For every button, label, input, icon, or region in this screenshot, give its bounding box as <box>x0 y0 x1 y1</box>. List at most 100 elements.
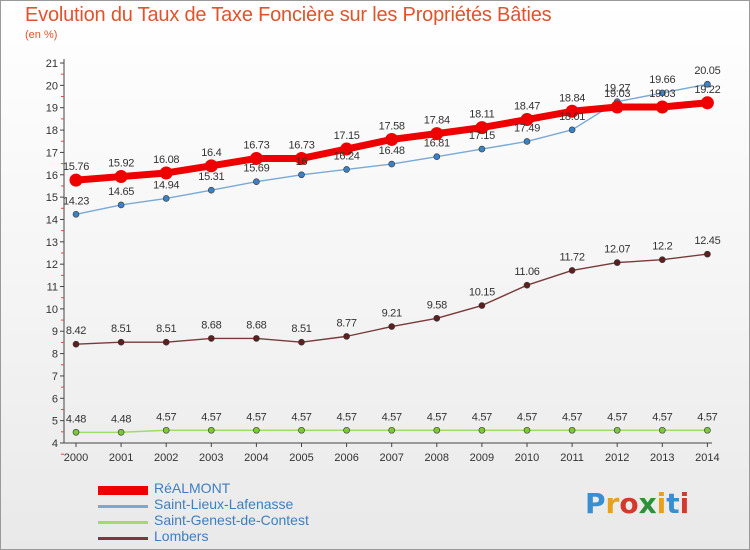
y-tick-label: 18 <box>46 125 58 137</box>
data-point-saint-lieux-lafenasse <box>704 80 711 88</box>
logo-letter: i <box>656 487 667 520</box>
data-label-saint-genest-de-contest: 4.57 <box>291 411 311 423</box>
y-tick-label: 15 <box>46 192 58 204</box>
logo-letter: x <box>638 487 657 520</box>
data-point-lombers <box>117 338 125 346</box>
y-tick-label: 16 <box>46 170 58 182</box>
data-label-saint-genest-de-contest: 4.57 <box>517 411 537 423</box>
data-point-lombers <box>298 338 305 346</box>
data-label-saint-genest-de-contest: 4.57 <box>697 411 717 423</box>
data-point-saint-lieux-lafenasse <box>162 195 170 202</box>
data-label-lombers: 8.51 <box>291 323 311 335</box>
data-point-saint-lieux-lafenasse <box>433 153 441 160</box>
data-label-lombers: 9.21 <box>382 308 402 320</box>
logo-letter: P <box>585 487 606 520</box>
y-tick-label: 4 <box>52 438 58 450</box>
data-label-lombers: 8.42 <box>66 325 86 337</box>
y-tick-label: 7 <box>52 371 58 383</box>
x-tick-label: 2003 <box>199 452 223 464</box>
data-point-saint-genest-de-contest <box>298 426 305 434</box>
legend-swatch <box>98 486 148 495</box>
x-tick-label: 2008 <box>425 452 449 464</box>
y-axis-unit-label: (en %) <box>25 29 58 41</box>
data-point-saint-lieux-lafenasse <box>478 145 486 153</box>
data-point-saint-genest-de-contest <box>72 428 80 436</box>
x-tick-label: 2010 <box>515 452 539 464</box>
logo-letter: t <box>666 487 680 520</box>
data-label-saint-genest-de-contest: 4.57 <box>607 411 627 423</box>
data-label-r-almont: 19.03 <box>649 88 675 100</box>
data-label-lombers: 12.2 <box>652 241 672 253</box>
data-point-saint-lieux-lafenasse <box>208 186 215 194</box>
data-label-r-almont: 16.08 <box>153 154 179 166</box>
data-point-saint-genest-de-contest <box>523 426 531 434</box>
data-point-lombers <box>613 259 621 266</box>
data-label-lombers: 10.15 <box>469 287 495 299</box>
data-point-r-almont <box>114 170 128 184</box>
data-point-saint-genest-de-contest <box>388 426 396 434</box>
data-point-saint-genest-de-contest <box>343 426 350 434</box>
x-tick-label: 2001 <box>109 452 133 464</box>
data-point-r-almont <box>700 96 714 110</box>
data-point-r-almont <box>340 142 354 156</box>
data-point-saint-genest-de-contest <box>658 426 666 434</box>
data-label-saint-genest-de-contest: 4.48 <box>66 413 86 425</box>
legend-swatch <box>98 521 148 524</box>
data-point-saint-genest-de-contest <box>208 426 215 434</box>
data-point-saint-lieux-lafenasse <box>343 166 350 173</box>
data-point-r-almont <box>655 100 669 114</box>
chart-title: Evolution du Taux de Taxe Foncière sur l… <box>25 4 552 26</box>
x-tick-label: 2012 <box>605 452 629 464</box>
y-tick-label: 17 <box>46 147 58 159</box>
data-label-lombers: 11.72 <box>559 251 584 263</box>
data-point-saint-genest-de-contest <box>162 426 170 434</box>
data-point-r-almont <box>475 121 489 135</box>
data-label-lombers: 8.68 <box>246 319 266 331</box>
data-point-saint-genest-de-contest <box>568 426 576 434</box>
data-label-saint-lieux-lafenasse: 14.65 <box>108 186 134 198</box>
data-point-lombers <box>208 335 215 342</box>
legend-label: Saint-Genest-de-Contest <box>154 512 309 528</box>
data-label-saint-lieux-lafenasse: 16.24 <box>334 150 360 162</box>
legend-label: Lombers <box>154 528 209 544</box>
data-point-lombers <box>72 340 80 348</box>
y-tick-label: 12 <box>46 259 58 271</box>
data-point-saint-genest-de-contest <box>613 426 621 434</box>
data-point-saint-lieux-lafenasse <box>388 160 396 168</box>
data-label-saint-genest-de-contest: 4.57 <box>382 411 402 423</box>
data-label-lombers: 8.51 <box>111 323 131 335</box>
data-point-lombers <box>162 338 170 346</box>
data-label-r-almont: 19.03 <box>604 88 630 100</box>
x-tick-label: 2004 <box>244 452 268 464</box>
x-tick-label: 2014 <box>695 452 719 464</box>
y-tick-label: 11 <box>47 282 58 294</box>
data-label-saint-genest-de-contest: 4.57 <box>472 411 492 423</box>
data-point-lombers <box>568 267 576 274</box>
y-tick-label: 14 <box>46 214 58 226</box>
data-label-saint-genest-de-contest: 4.57 <box>562 411 582 423</box>
data-label-saint-lieux-lafenasse: 14.94 <box>153 179 179 191</box>
data-label-r-almont: 17.15 <box>334 130 360 142</box>
data-point-lombers <box>478 302 486 309</box>
y-tick-label: 8 <box>52 349 58 361</box>
legend-swatch <box>98 537 148 540</box>
data-label-r-almont: 16.73 <box>243 139 269 151</box>
logo-letter: i <box>679 487 690 520</box>
x-tick-label: 2000 <box>64 452 88 464</box>
data-label-saint-lieux-lafenasse: 20.05 <box>694 65 720 77</box>
data-label-saint-genest-de-contest: 4.57 <box>427 411 447 423</box>
logo-letter: r <box>605 487 620 520</box>
data-point-r-almont <box>69 173 83 187</box>
data-label-saint-lieux-lafenasse: 19.27 <box>604 83 630 95</box>
legend-swatch <box>98 505 148 508</box>
data-label-r-almont: 17.58 <box>379 120 405 132</box>
data-label-saint-genest-de-contest: 4.57 <box>246 411 266 423</box>
y-tick-label: 9 <box>52 326 58 338</box>
data-label-saint-genest-de-contest: 4.57 <box>201 411 221 423</box>
x-tick-label: 2005 <box>289 452 313 464</box>
legend-label: Saint-Lieux-Lafenasse <box>154 496 294 512</box>
data-label-saint-genest-de-contest: 4.57 <box>156 411 176 423</box>
data-label-r-almont: 18.11 <box>469 109 494 121</box>
data-point-r-almont <box>520 113 534 127</box>
data-label-saint-lieux-lafenasse: 16.81 <box>424 138 450 150</box>
